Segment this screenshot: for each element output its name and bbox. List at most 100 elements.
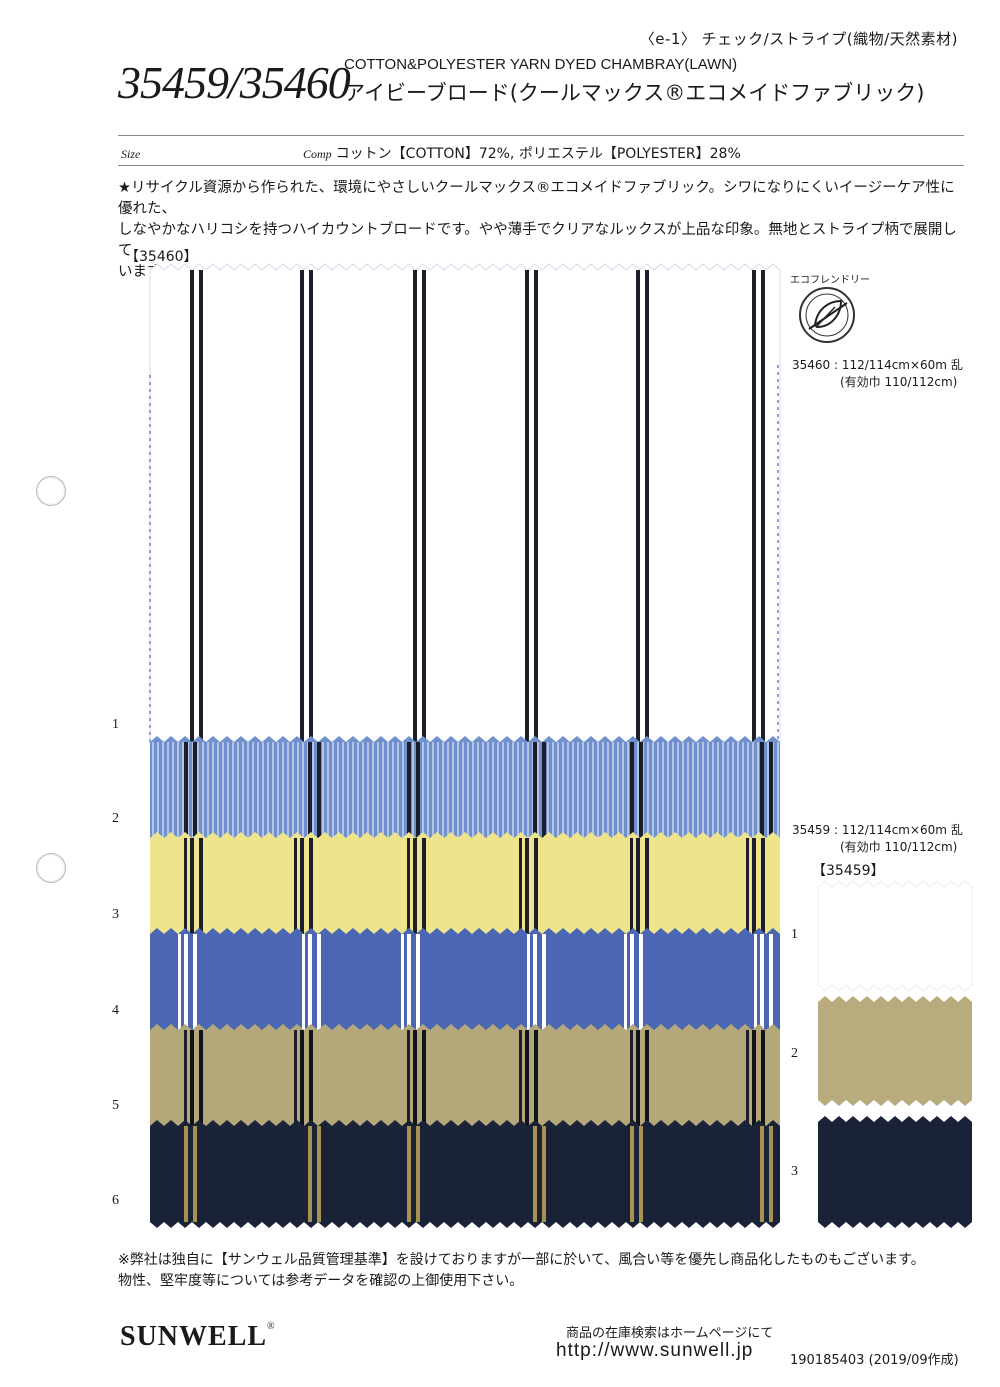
stripe [416,742,420,838]
description: ★リサイクル資源から作られた、環境にやさしいクールマックス®エコメイドファブリッ… [118,178,958,283]
note-line: ※弊社は独自に【サンウェル品質管理基準】を設けておりますが一部に於いて、風合い等… [118,1252,925,1268]
stripe [413,270,417,742]
swatch-fill [150,928,780,1036]
stripe [308,934,312,1030]
stripe [309,270,313,742]
stripe [645,838,649,934]
stripe [422,1030,426,1126]
size-label: Size [121,147,141,161]
stripe [639,934,643,1030]
document-number: 190185403 (2019/09作成) [790,1353,959,1368]
stripe [422,838,426,934]
header-divider-top [118,135,964,136]
spec-effective-width: (有効巾 110/112cm) [840,375,958,389]
stripe [752,270,756,742]
spec-35459: 35459 : 112/114cm×60m 乱 (有効巾 110/112cm) [792,822,963,856]
stripe [761,1030,765,1126]
stripe [317,742,321,838]
stripe [761,838,765,934]
stripe [760,742,764,838]
row-number: 4 [112,1003,119,1018]
stripe [639,742,643,838]
stripe [300,838,304,934]
description-line: しなやかなハリコシを持つハイカウントブロードです。やや薄手でクリアなルックスが上… [118,222,957,259]
stripe [525,1030,529,1126]
swatch-row [150,832,780,940]
stripe [184,742,188,838]
title-english: COTTON&POLYESTER YARN DYED CHAMBRAY(LAWN… [344,56,738,73]
stripe [308,742,312,838]
row-number: 1 [791,927,798,942]
quality-note: ※弊社は独自に【サンウェル品質管理基準】を設けておりますが一部に於いて、風合い等… [118,1250,925,1292]
stripe [300,270,304,742]
stripe [542,1126,546,1222]
registered-mark: ® [267,1321,276,1332]
stripe [416,934,420,1030]
stripe [534,838,538,934]
stripe [199,838,203,934]
stripe [752,1030,756,1126]
stripe [760,1126,764,1222]
title-japanese: アイビーブロード(クールマックス®エコメイドファブリック) [344,81,925,105]
row-number: 2 [112,811,119,826]
small-swatch [817,880,973,992]
stripe [309,838,313,934]
row-number: 1 [112,717,119,732]
stripe [317,934,321,1030]
stripe [178,934,181,1030]
category-label: 〈e-1〉 チェック/ストライプ(織物/天然素材) [639,30,958,48]
description-line: ★リサイクル資源から作られた、環境にやさしいクールマックス®エコメイドファブリッ… [118,180,955,217]
small-swatch [818,996,972,1106]
stripe [294,1030,297,1126]
stripe [533,742,537,838]
stripe [184,934,188,1030]
stripe [534,270,538,742]
product-label-35460: 【35460】 [125,249,198,265]
stripe [525,270,529,742]
stripe [300,1030,304,1126]
small-swatch [818,1116,972,1228]
eco-friendly-label: エコフレンドリー [790,275,870,286]
stripe [533,934,537,1030]
stripe [534,1030,538,1126]
spec-width: 35459 : 112/114cm×60m 乱 [792,823,963,837]
stripe [193,742,197,838]
stripe [407,1126,411,1222]
stripe [294,838,297,934]
stripe [193,934,197,1030]
composition-text: コットン【COTTON】72%, ポリエステル【POLYESTER】28% [335,146,741,162]
stripe [533,1126,537,1222]
stripe [769,1126,773,1222]
row-number: 5 [112,1098,119,1113]
stripe [527,934,530,1030]
website-link[interactable]: http://www.sunwell.jp [556,1340,754,1361]
stripe [407,934,411,1030]
stripe [422,270,426,742]
stripe [542,934,546,1030]
stripe [746,1030,749,1126]
stripe [769,934,773,1030]
stripe [413,1030,417,1126]
spec-effective-width: (有効巾 110/112cm) [840,840,958,854]
stripe [407,1030,410,1126]
stripe [413,838,417,934]
stripe [407,838,410,934]
stripe [190,270,194,742]
row-number: 3 [112,907,119,922]
stripe [519,838,522,934]
swatch-fill [150,1024,780,1132]
note-line: 物性、堅牢度等については参考データを確認の上御使用下さい。 [118,1273,524,1289]
swatch-row [150,1120,780,1228]
stripe [630,742,634,838]
comp-label: Comp [303,147,332,161]
swatch-row [150,1024,780,1132]
header-divider-bottom [118,165,964,166]
stripe [630,1030,633,1126]
stripe [525,838,529,934]
stock-search-text: 商品の在庫検索はホームページにて [566,1326,774,1341]
stripe [769,742,773,838]
stripe [190,838,194,934]
row-number: 3 [791,1164,798,1179]
stripe [645,270,649,742]
product-label-35459: 【35459】 [812,863,885,879]
